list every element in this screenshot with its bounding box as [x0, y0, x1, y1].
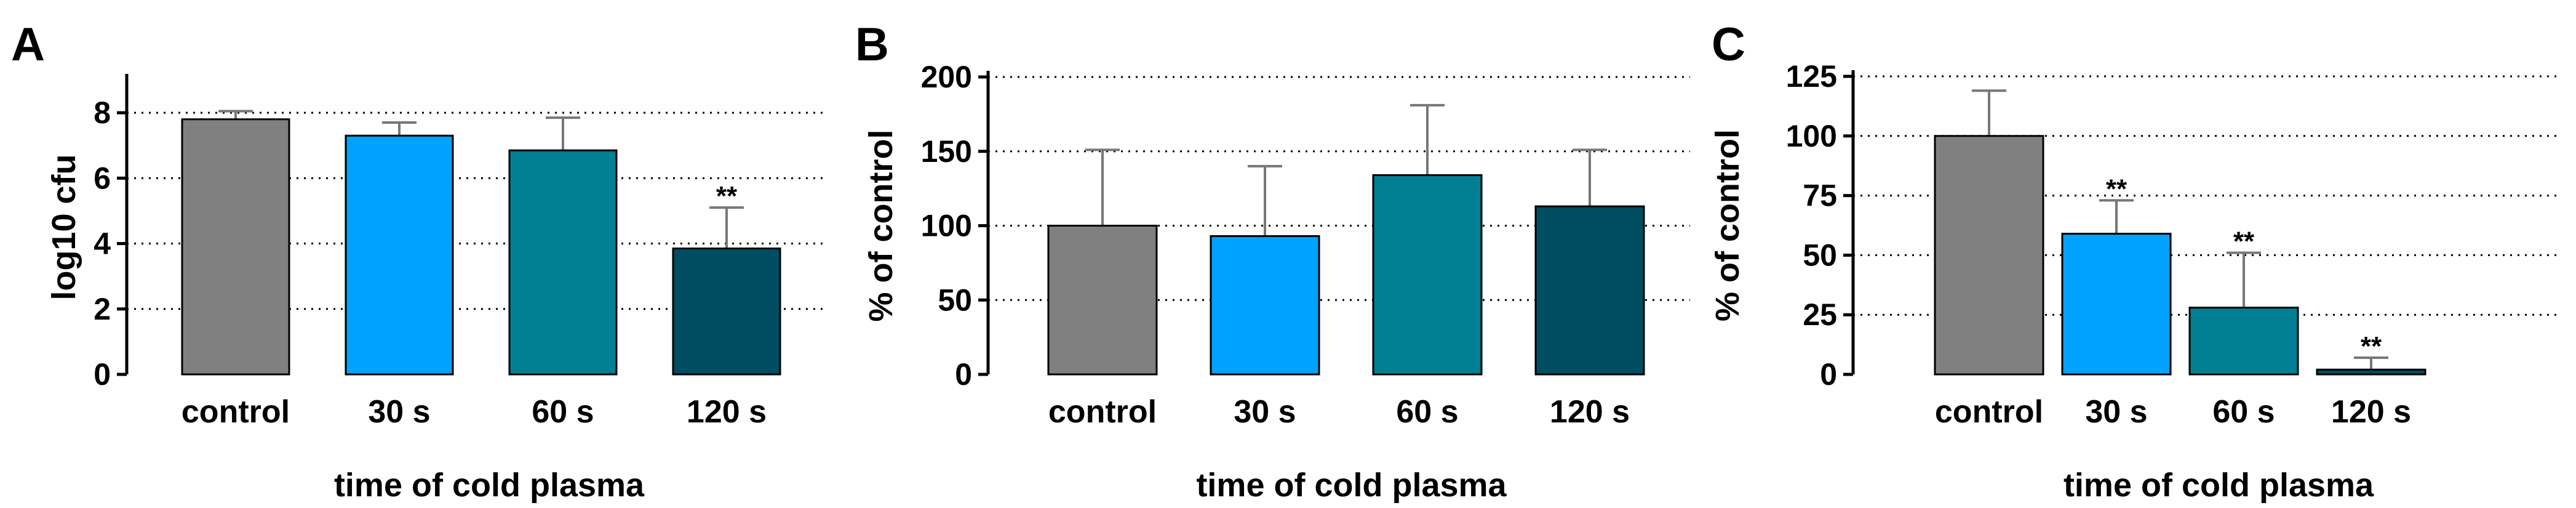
x-tick-label: 30 s [1234, 394, 1296, 430]
x-tick-label: 120 s [1550, 394, 1630, 430]
y-tick-label: 25 [1803, 297, 1837, 332]
y-tick-label: 0 [1820, 357, 1837, 392]
x-tick-label: 60 s [532, 394, 594, 430]
bar-30-s [1210, 235, 1320, 376]
y-tick-label: 4 [94, 227, 111, 261]
y-axis-title: % of control [863, 130, 899, 322]
y-tick-label: 50 [1803, 238, 1837, 272]
bar-60-s [2188, 307, 2299, 376]
x-axis-title: time of cold plasma [1196, 467, 1507, 504]
y-tick-label: 2 [94, 292, 111, 326]
panel-letter: A [11, 18, 45, 71]
bar-control [1047, 225, 1158, 376]
y-tick-label: 6 [94, 161, 111, 195]
y-axis-title: log10 cfu [46, 154, 82, 300]
x-tick-label: 60 s [2212, 394, 2275, 430]
bar-120-s [1534, 205, 1645, 376]
x-tick-label: control [181, 394, 290, 430]
y-tick-label: 100 [1786, 119, 1837, 153]
x-axis-title: time of cold plasma [334, 467, 645, 504]
y-tick-label: 200 [921, 60, 972, 94]
x-tick-label: control [1935, 394, 2043, 430]
bar-120-s [672, 248, 781, 376]
bar-control [181, 118, 290, 376]
y-tick-label: 125 [1786, 59, 1837, 94]
bar-30-s [2061, 233, 2172, 376]
significance-marker: ** [2106, 174, 2127, 204]
y-tick-label: 0 [94, 357, 111, 392]
panel-letter: B [855, 18, 889, 71]
y-tick-label: 100 [921, 209, 972, 243]
x-tick-label: 30 s [368, 394, 430, 430]
x-tick-label: 120 s [687, 394, 767, 430]
bar-60-s [508, 149, 618, 376]
x-tick-label: 60 s [1396, 394, 1458, 430]
significance-marker: ** [2361, 331, 2382, 361]
panel-letter: C [1712, 18, 1745, 71]
significance-marker: ** [2233, 227, 2255, 257]
bar-120-s [2316, 368, 2426, 376]
y-tick-label: 150 [921, 134, 972, 169]
y-tick-label: 50 [938, 283, 972, 317]
bar-60-s [1372, 174, 1483, 376]
bar-30-s [345, 134, 454, 376]
x-tick-label: control [1048, 394, 1157, 430]
y-tick-label: 75 [1803, 179, 1837, 213]
y-tick-label: 8 [94, 95, 111, 130]
bar-control [1934, 135, 2044, 376]
x-tick-label: 120 s [2331, 394, 2411, 430]
significance-marker: ** [716, 181, 738, 211]
y-axis-title: % of control [1709, 129, 1746, 321]
x-tick-label: 30 s [2085, 394, 2147, 430]
y-tick-label: 0 [955, 357, 972, 392]
x-axis-title: time of cold plasma [2064, 467, 2374, 504]
